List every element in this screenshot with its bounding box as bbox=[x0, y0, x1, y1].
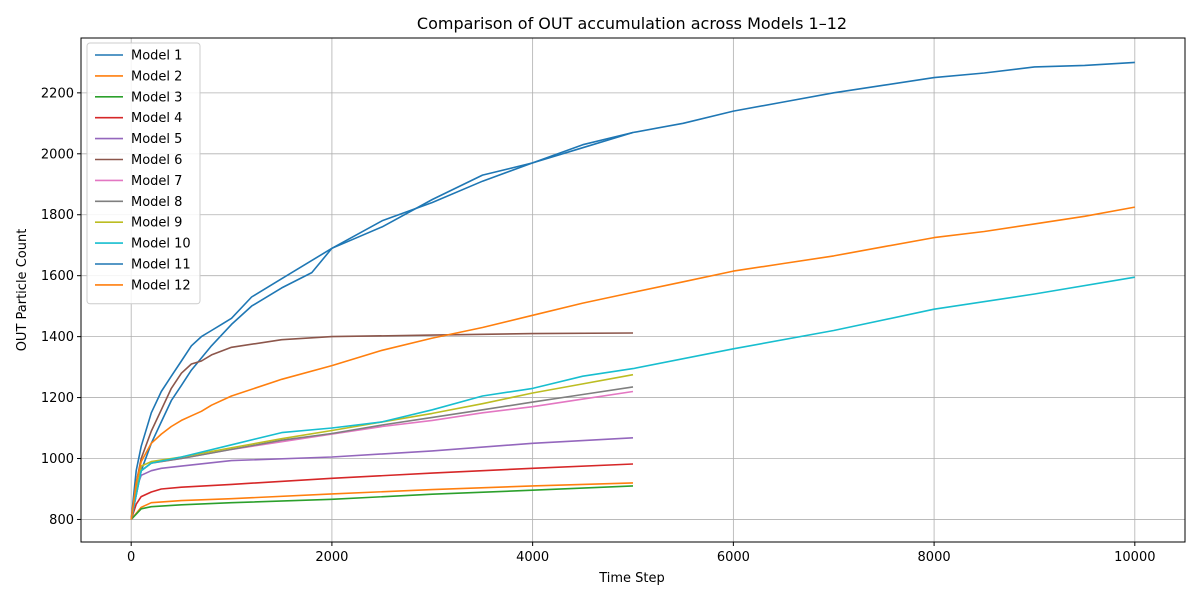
x-tick-label: 2000 bbox=[315, 550, 348, 565]
series-line-model-3 bbox=[130, 485, 634, 521]
x-tick-label: 4000 bbox=[516, 550, 549, 565]
legend-entry-model-8: Model 8 bbox=[131, 195, 182, 210]
series-line-model-6 bbox=[130, 332, 634, 520]
legend-box bbox=[86, 42, 201, 305]
legend-entry-model-12: Model 12 bbox=[131, 278, 191, 293]
legend-entry-model-6: Model 6 bbox=[131, 153, 182, 168]
legend-entry-model-4: Model 4 bbox=[131, 111, 182, 126]
y-tick-label: 1400 bbox=[41, 330, 74, 345]
x-tick-label: 0 bbox=[127, 550, 135, 565]
legend-entry-model-5: Model 5 bbox=[131, 132, 182, 147]
legend-entry-model-11: Model 11 bbox=[131, 258, 191, 273]
x-tick-label: 8000 bbox=[918, 550, 951, 565]
y-tick-label: 1600 bbox=[41, 269, 74, 284]
legend-entry-model-9: Model 9 bbox=[131, 216, 182, 231]
series-line-model-9 bbox=[130, 373, 634, 520]
y-tick-label: 1800 bbox=[41, 208, 74, 223]
series-line-model-12 bbox=[130, 206, 1135, 520]
series-line-model-11 bbox=[130, 61, 1135, 520]
y-tick-label: 2200 bbox=[41, 86, 74, 101]
y-axis-label: OUT Particle Count bbox=[15, 229, 30, 352]
x-tick-label: 10000 bbox=[1114, 550, 1155, 565]
y-tick-label: 1000 bbox=[41, 452, 74, 467]
legend-entry-model-10: Model 10 bbox=[131, 237, 191, 252]
series-line-model-1 bbox=[130, 131, 634, 520]
legend-entry-model-3: Model 3 bbox=[131, 90, 182, 105]
legend: Model 1 Model 2 Model 3 Model 4 Model 5 Model… bbox=[86, 42, 201, 305]
plot-frame bbox=[80, 37, 1186, 543]
legend-entry-model-1: Model 1 bbox=[131, 49, 182, 64]
chart-title: Comparison of OUT accumulation across Mo… bbox=[417, 14, 847, 33]
series-line-model-10 bbox=[130, 276, 1135, 520]
y-tick-label: 2000 bbox=[41, 147, 74, 162]
grid bbox=[81, 38, 1185, 542]
series-group bbox=[130, 61, 1135, 521]
legend-entry-model-2: Model 2 bbox=[131, 69, 182, 84]
series-line-model-2 bbox=[130, 482, 634, 521]
y-tick-label: 1200 bbox=[41, 391, 74, 406]
y-tick-label: 800 bbox=[49, 513, 74, 528]
x-tick-label: 6000 bbox=[717, 550, 750, 565]
legend-entry-model-7: Model 7 bbox=[131, 174, 182, 189]
x-axis-label: Time Step bbox=[598, 571, 665, 586]
ticks: 0 2000 4000 6000 8000 10000 800 1000 1200 1400 160… bbox=[41, 86, 1156, 565]
series-line-model-4 bbox=[130, 463, 634, 520]
